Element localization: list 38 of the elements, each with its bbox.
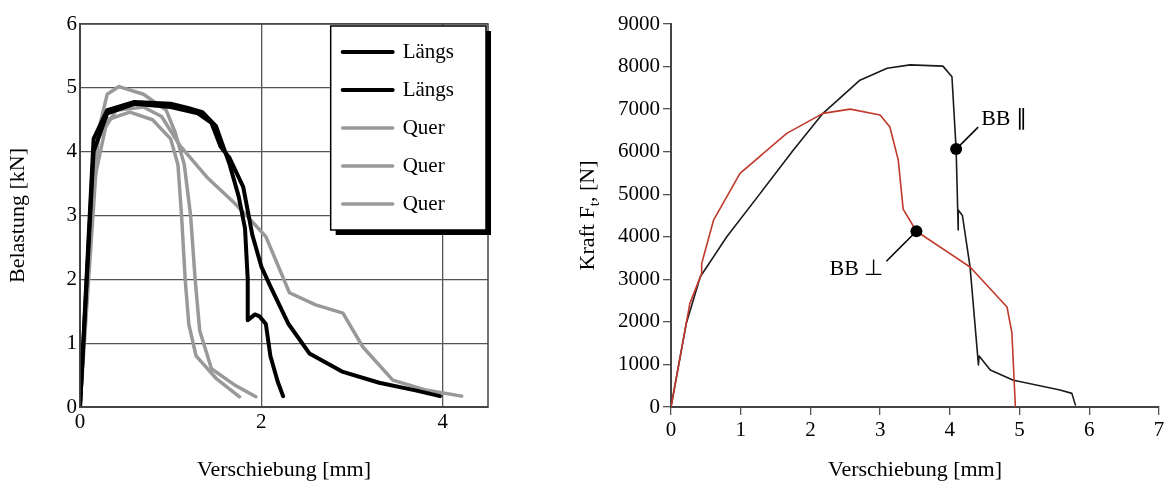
- y-tick-label: 7000: [618, 95, 660, 120]
- y-tick-label: 2: [66, 265, 77, 290]
- legend-label: Quer: [402, 190, 445, 215]
- y-axis-title: Belastung [kN]: [3, 147, 29, 284]
- annotation: BB ∥: [981, 104, 1027, 130]
- y-tick-label: 8000: [618, 53, 660, 78]
- annotation: BB ⊥: [829, 255, 884, 281]
- y-tick-label: 6000: [618, 138, 660, 163]
- y-tick-label: 5000: [618, 180, 660, 205]
- y-tick-label: 6: [66, 10, 77, 35]
- x-tick-label: 5: [1014, 417, 1025, 442]
- x-axis-title: Verschiebung [mm]: [827, 455, 1003, 481]
- x-tick-label: 6: [1084, 417, 1095, 442]
- y-tick-label: 3: [66, 202, 77, 227]
- x-tick-label: 1: [735, 417, 746, 442]
- y-tick-label: 1: [66, 329, 77, 354]
- y-tick-label: 0: [649, 393, 660, 418]
- y-tick-label: 4000: [618, 223, 660, 248]
- legend-label: Längs: [402, 76, 455, 101]
- x-tick-label: 2: [256, 409, 267, 434]
- y-axis-title: Kraft Ft, [N]: [573, 160, 602, 271]
- y-tick-label: 2000: [618, 308, 660, 333]
- x-tick-label: 7: [1153, 417, 1165, 442]
- x-tick-label: 2: [805, 417, 816, 442]
- y-tick-label: 9000: [618, 10, 660, 35]
- y-tick-label: 4: [66, 138, 78, 163]
- legend-label: Quer: [402, 114, 445, 139]
- x-axis-title: Verschiebung [mm]: [196, 455, 372, 481]
- y-tick-label: 1000: [618, 350, 660, 375]
- x-tick-label: 4: [437, 409, 449, 434]
- y-tick-label: 3000: [618, 265, 660, 290]
- legend-label: Quer: [402, 152, 445, 177]
- y-tick-label: 5: [66, 74, 77, 99]
- legend-label: Längs: [402, 38, 455, 63]
- x-tick-label: 4: [944, 417, 956, 442]
- y-tick-label: 0: [66, 393, 77, 418]
- x-tick-label: 3: [874, 417, 886, 442]
- x-tick-label: 0: [665, 417, 677, 442]
